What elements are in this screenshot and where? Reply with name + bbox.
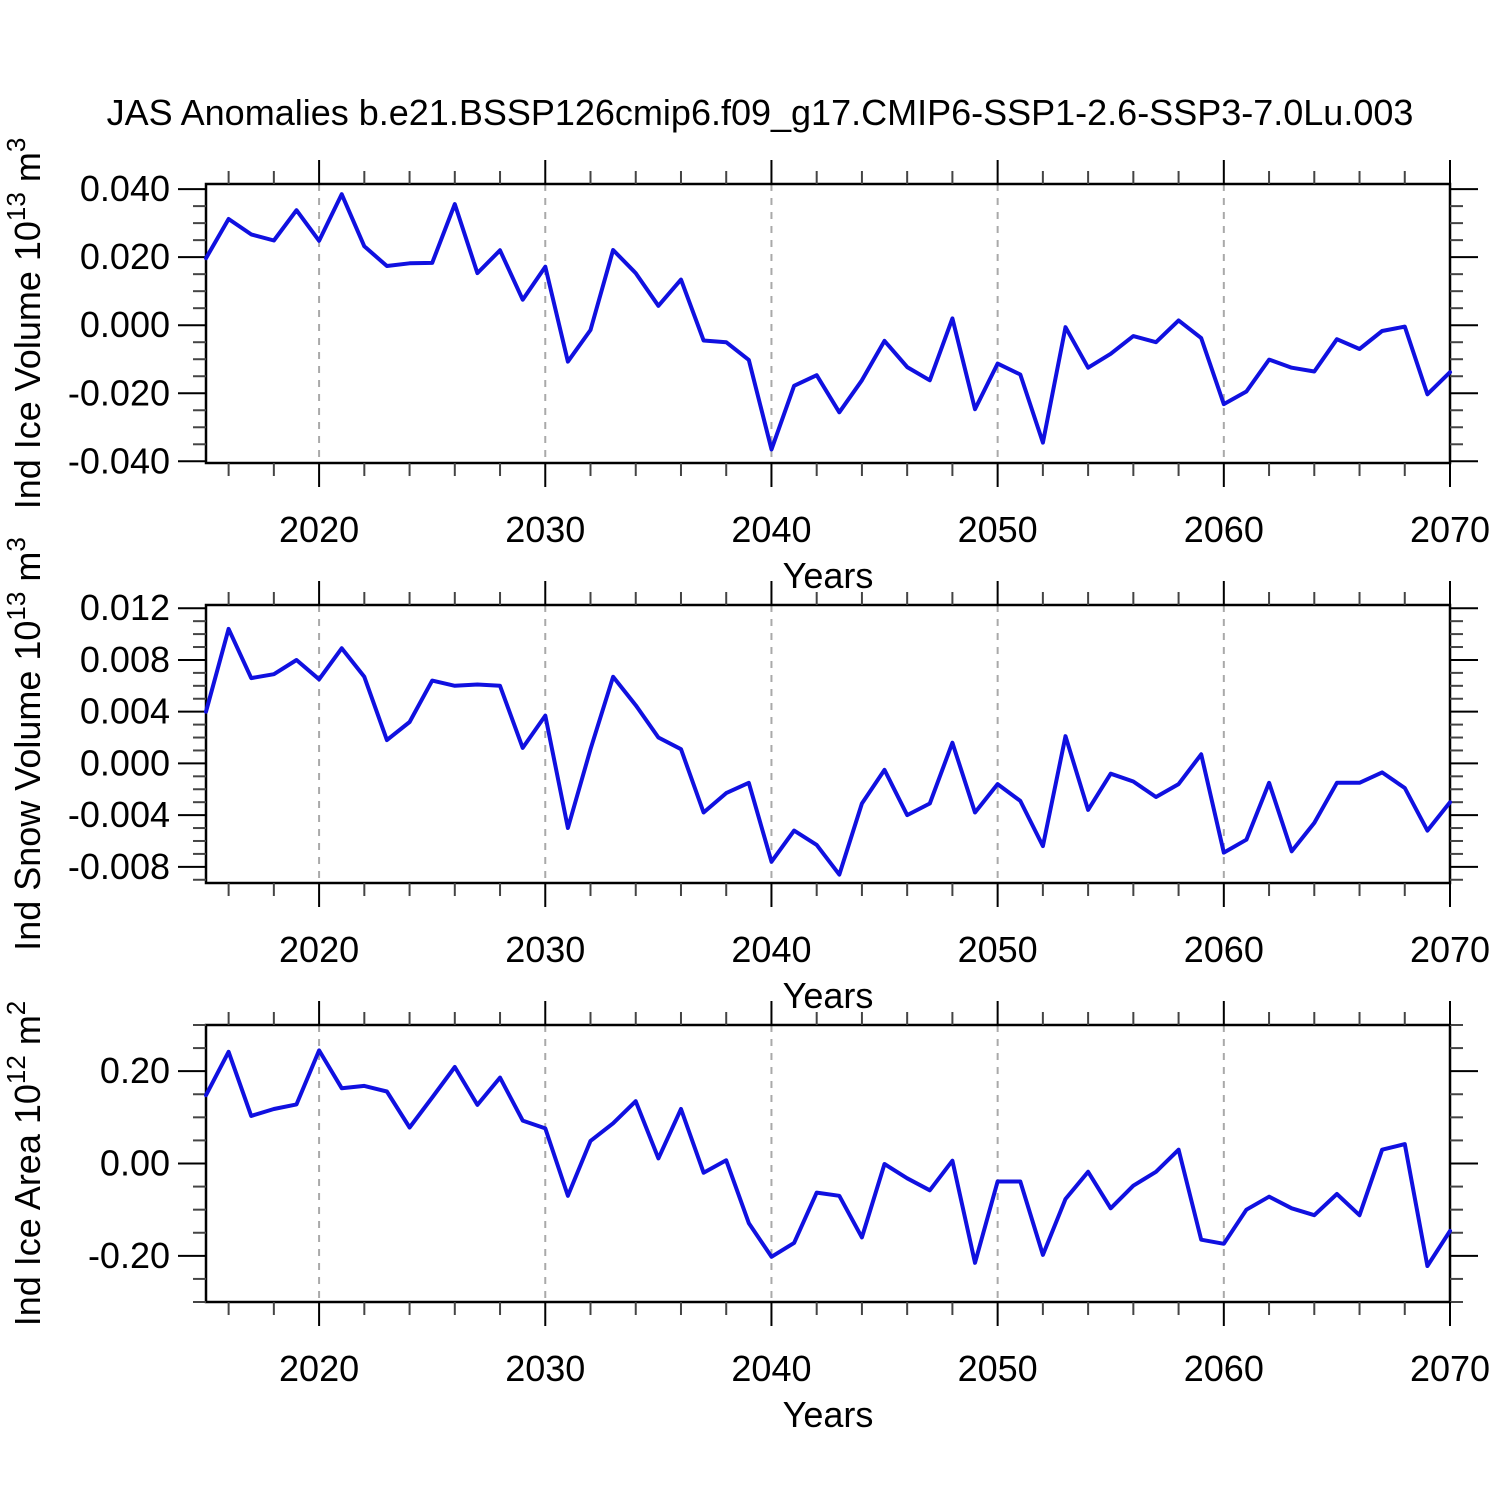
y-tick-label: 0.004 <box>80 691 170 732</box>
y-tick-label: -0.008 <box>68 846 170 887</box>
y-tick-label: 0.20 <box>100 1050 170 1091</box>
x-tick-label: 2050 <box>958 1348 1038 1389</box>
ind-ice-volume-line <box>204 192 1452 452</box>
x-tick-label: 2060 <box>1184 1348 1264 1389</box>
ind-ice-area-line <box>204 1048 1452 1268</box>
y-tick-label: 0.020 <box>80 236 170 277</box>
x-axis-title: Years <box>783 1394 874 1435</box>
x-tick-label: 2070 <box>1410 1348 1490 1389</box>
x-tick-label: 2060 <box>1184 509 1264 550</box>
x-tick-label: 2030 <box>505 509 585 550</box>
x-tick-label: 2020 <box>279 1348 359 1389</box>
y-axis-title: Ind Snow Volume 1013 m3 <box>1 537 48 951</box>
y-tick-label: 0.000 <box>80 304 170 345</box>
plot-box <box>204 1023 1452 1304</box>
y-tick-label: -0.004 <box>68 794 170 835</box>
x-tick-label: 2030 <box>505 1348 585 1389</box>
x-tick-label: 2050 <box>958 509 1038 550</box>
x-tick-label: 2040 <box>731 1348 811 1389</box>
y-tick-label: -0.020 <box>68 372 170 413</box>
x-tick-label: 2030 <box>505 929 585 970</box>
ind-snow-volume-line <box>204 626 1452 877</box>
x-tick-label: 2060 <box>1184 929 1264 970</box>
x-tick-label: 2040 <box>731 929 811 970</box>
x-tick-label: 2020 <box>279 929 359 970</box>
chart-panel-ind-ice-area: 0.20 0.00 -0.20 2020 2030 2040 2050 2060 2070 Yea… <box>1 1001 1490 1435</box>
chart-panel-ind-snow-volume: 0.012 0.008 0.004 0.000 -0.004 -0.008 2020 2030… <box>1 537 1490 1016</box>
plot-box <box>204 603 1452 885</box>
y-axis-title: Ind Ice Volume 1013 m3 <box>1 138 48 510</box>
plot-box <box>204 182 1452 465</box>
y-tick-label: -0.20 <box>88 1235 170 1276</box>
figure-title: JAS Anomalies b.e21.BSSP126cmip6.f09_g17… <box>107 92 1414 133</box>
x-tick-label: 2040 <box>731 509 811 550</box>
x-axis-title: Years <box>783 555 874 596</box>
y-tick-label: 0.000 <box>80 742 170 783</box>
x-tick-label: 2020 <box>279 509 359 550</box>
y-tick-label: -0.040 <box>68 440 170 481</box>
y-axis-title: Ind Ice Area 1012 m2 <box>1 1001 48 1327</box>
chart-panel-ind-ice-volume: 0.040 0.020 0.000 -0.020 -0.040 2020 2030 2040 2… <box>1 138 1490 596</box>
y-tick-label: 0.012 <box>80 587 170 628</box>
x-tick-label: 2070 <box>1410 929 1490 970</box>
x-tick-label: 2050 <box>958 929 1038 970</box>
x-axis-title: Years <box>783 975 874 1016</box>
y-tick-label: 0.00 <box>100 1143 170 1184</box>
x-tick-label: 2070 <box>1410 509 1490 550</box>
y-tick-label: 0.040 <box>80 168 170 209</box>
y-tick-label: 0.008 <box>80 639 170 680</box>
